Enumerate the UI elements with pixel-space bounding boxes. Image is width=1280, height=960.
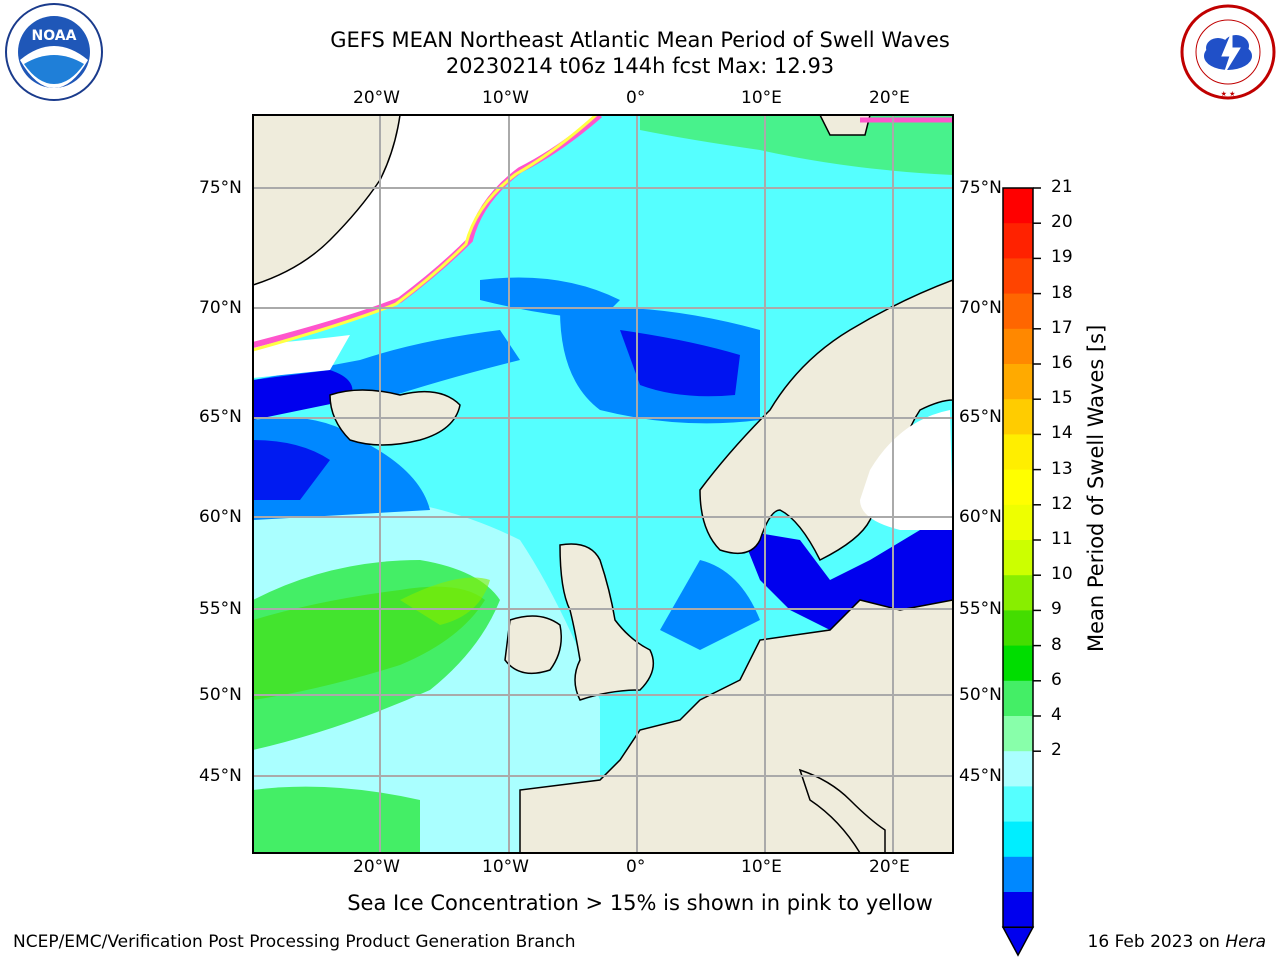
colorbar-segment [1003, 645, 1033, 682]
great-britain [559, 543, 655, 701]
colorbar-tick-label: 11 [1051, 529, 1073, 549]
colorbar-tick-label: 4 [1051, 705, 1062, 725]
colorbar-tick-label: 6 [1051, 669, 1062, 690]
lat-label-left-70n: 70°N [199, 298, 242, 318]
lon-label-top-20w: 20°W [353, 88, 400, 108]
colorbar-segment [1003, 434, 1033, 471]
colorbar-tick-label: 10 [1051, 564, 1073, 585]
colorbar [1001, 187, 1041, 957]
lat-label-right-75n: 75°N [959, 178, 1002, 198]
colorbar-tick-label: 19 [1051, 247, 1073, 268]
lat-label-right-60n: 60°N [959, 507, 1002, 527]
lon-label-top-20e: 20°E [869, 88, 910, 108]
lon-label-top-10w: 10°W [482, 88, 529, 108]
lat-label-right-50n: 50°N [959, 685, 1002, 705]
noaa-logo: NOAA [5, 3, 103, 101]
colorbar-segment [1003, 610, 1033, 647]
lat-label-right-55n: 55°N [959, 599, 1002, 619]
colorbar-tick-label: 2 [1051, 740, 1062, 761]
lat-label-right-45n: 45°N [959, 766, 1002, 786]
colorbar-segment [1003, 821, 1033, 858]
lat-label-left-45n: 45°N [199, 766, 242, 786]
colorbar-tick-label: 9 [1051, 599, 1062, 620]
footer-host: Hera [1225, 932, 1266, 952]
lat-label-right-70n: 70°N [959, 298, 1002, 318]
colorbar-tick-label: 15 [1051, 388, 1073, 409]
colorbar-tick-label: 16 [1051, 353, 1073, 373]
nws-logo: ★ ★ [1180, 4, 1276, 100]
map-gridlines [253, 115, 953, 853]
lat-label-left-65n: 65°N [199, 407, 242, 427]
map-field [253, 115, 953, 853]
colorbar-segment [1003, 223, 1033, 259]
colorbar-segment [1003, 504, 1033, 541]
lat-label-left-50n: 50°N [199, 685, 242, 705]
footer-credit: NCEP/EMC/Verification Post Processing Pr… [13, 932, 576, 952]
lat-label-left-75n: 75°N [199, 178, 242, 198]
colorbar-segment [1003, 293, 1033, 330]
colorbar-tick-label: 13 [1051, 458, 1073, 479]
colorbar-extend-arrow [1001, 926, 1035, 957]
noaa-logo-text: NOAA [32, 28, 77, 44]
colorbar-segment [1003, 786, 1033, 823]
map-frame [252, 114, 954, 854]
colorbar-segment [1003, 188, 1033, 224]
lon-label-bottom-0: 0° [626, 857, 646, 877]
svg-text:★ ★: ★ ★ [1221, 90, 1236, 98]
lat-label-left-60n: 60°N [199, 507, 242, 527]
colorbar-segment [1003, 680, 1033, 717]
lat-label-right-65n: 65°N [959, 407, 1002, 427]
lon-label-top-10e: 10°E [741, 88, 782, 108]
colorbar-segment [1003, 364, 1033, 400]
colorbar-segment [1003, 751, 1033, 787]
colorbar-segment [1003, 892, 1033, 928]
colorbar-segment [1003, 399, 1033, 435]
footer-date: 16 Feb 2023 on Hera [1088, 932, 1266, 952]
colorbar-segment [1003, 540, 1033, 576]
colorbar-segment [1003, 328, 1033, 365]
colorbar-segment [1003, 258, 1033, 295]
colorbar-tick-label: 20 [1051, 212, 1073, 233]
colorbar-segment [1003, 856, 1033, 893]
colorbar-tick-label: 18 [1051, 282, 1073, 303]
colorbar-segment [1003, 716, 1033, 752]
lat-label-left-55n: 55°N [199, 599, 242, 619]
colorbar-title: Mean Period of Swell Waves [s] [1084, 324, 1108, 652]
colorbar-tick-label: 14 [1051, 423, 1073, 444]
chart-subtitle: 20230214 t06z 144h fcst Max: 12.93 [445, 54, 835, 78]
colorbar-tick-label: 12 [1051, 493, 1073, 514]
footer-date-text: 16 Feb 2023 on [1087, 932, 1226, 952]
colorbar-tick-label: 17 [1051, 317, 1073, 338]
ireland [504, 615, 562, 675]
chart-title: GEFS MEAN Northeast Atlantic Mean Period… [330, 28, 950, 52]
colorbar-tick-label: 21 [1051, 177, 1073, 197]
lon-label-bottom-10w: 10°W [482, 857, 529, 877]
ice-note: Sea Ice Concentration > 15% is shown in … [347, 891, 933, 915]
lon-label-top-0: 0° [626, 88, 646, 108]
colorbar-tick-label: 8 [1051, 634, 1062, 655]
colorbar-segment [1003, 575, 1033, 611]
colorbar-segment [1003, 469, 1033, 506]
lon-label-bottom-10e: 10°E [741, 857, 782, 877]
lon-label-bottom-20w: 20°W [353, 857, 400, 877]
lon-label-bottom-20e: 20°E [869, 857, 910, 877]
colorbar-frame [1002, 187, 1034, 928]
